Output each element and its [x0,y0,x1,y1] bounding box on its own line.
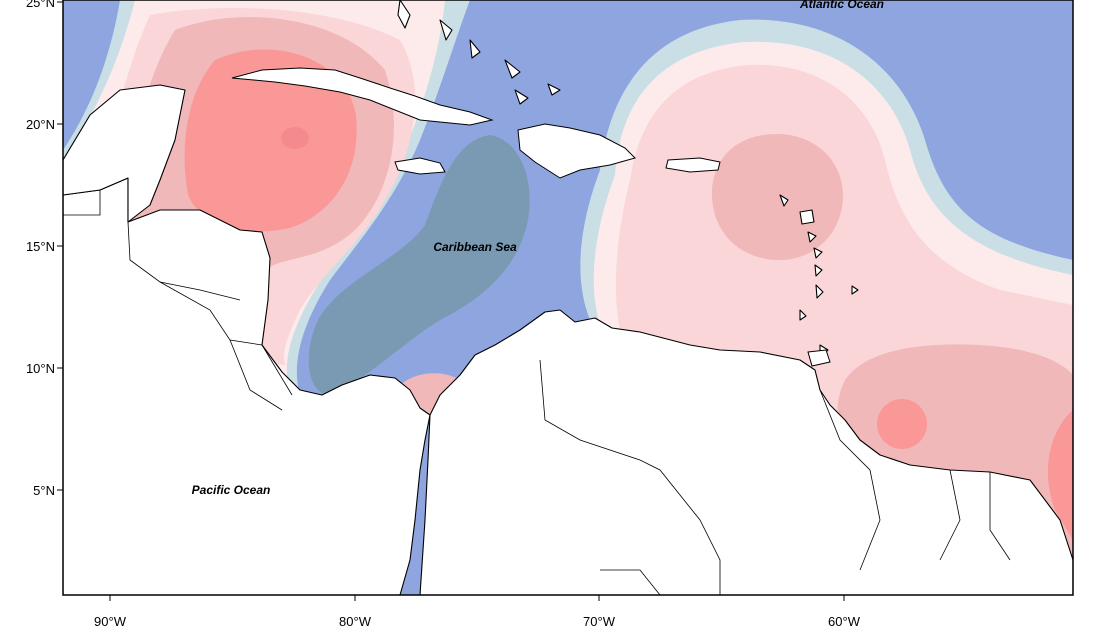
trinidad-island [807,349,831,367]
hispaniola-island [517,123,636,179]
warm-field-east-edge-peak [1047,410,1073,540]
bahamas-islands [397,0,561,105]
puerto-rico-island [665,157,721,173]
lon-tick-label: 90°W [94,614,127,629]
lat-tick-label: 25°N [26,0,55,10]
lesser-antilles-islands [779,194,859,359]
lon-tick-label: 80°W [339,614,372,629]
lat-tick-label: 10°N [26,361,55,376]
warm-field-east-3 [711,133,844,261]
central-america-land [63,177,431,595]
pacific-ocean-label: Pacific Ocean [192,483,271,497]
longitude-axis: 90°W 80°W 70°W 60°W [94,595,861,629]
warm-field-west-4 [184,49,357,232]
caribbean-sea-label: Caribbean Sea [433,240,517,254]
lat-tick-label: 5°N [33,483,55,498]
lat-tick-label: 15°N [26,239,55,254]
cool-field-central [308,135,530,395]
field-layer [63,0,1073,595]
country-borders [63,190,1011,595]
lon-tick-label: 60°W [828,614,861,629]
plot-frame [62,0,1074,596]
south-america-land [419,309,1073,595]
warm-field-east-peak [877,399,927,449]
cuba-island [231,67,494,126]
atlantic-ocean-label: Atlantic Ocean [799,0,884,11]
lat-tick-label: 20°N [26,117,55,132]
jamaica-island [394,157,446,175]
lon-tick-label: 70°W [583,614,616,629]
warm-field-west-peak [281,127,309,149]
latitude-axis: 25°N 20°N 15°N 10°N 5°N [26,0,63,498]
